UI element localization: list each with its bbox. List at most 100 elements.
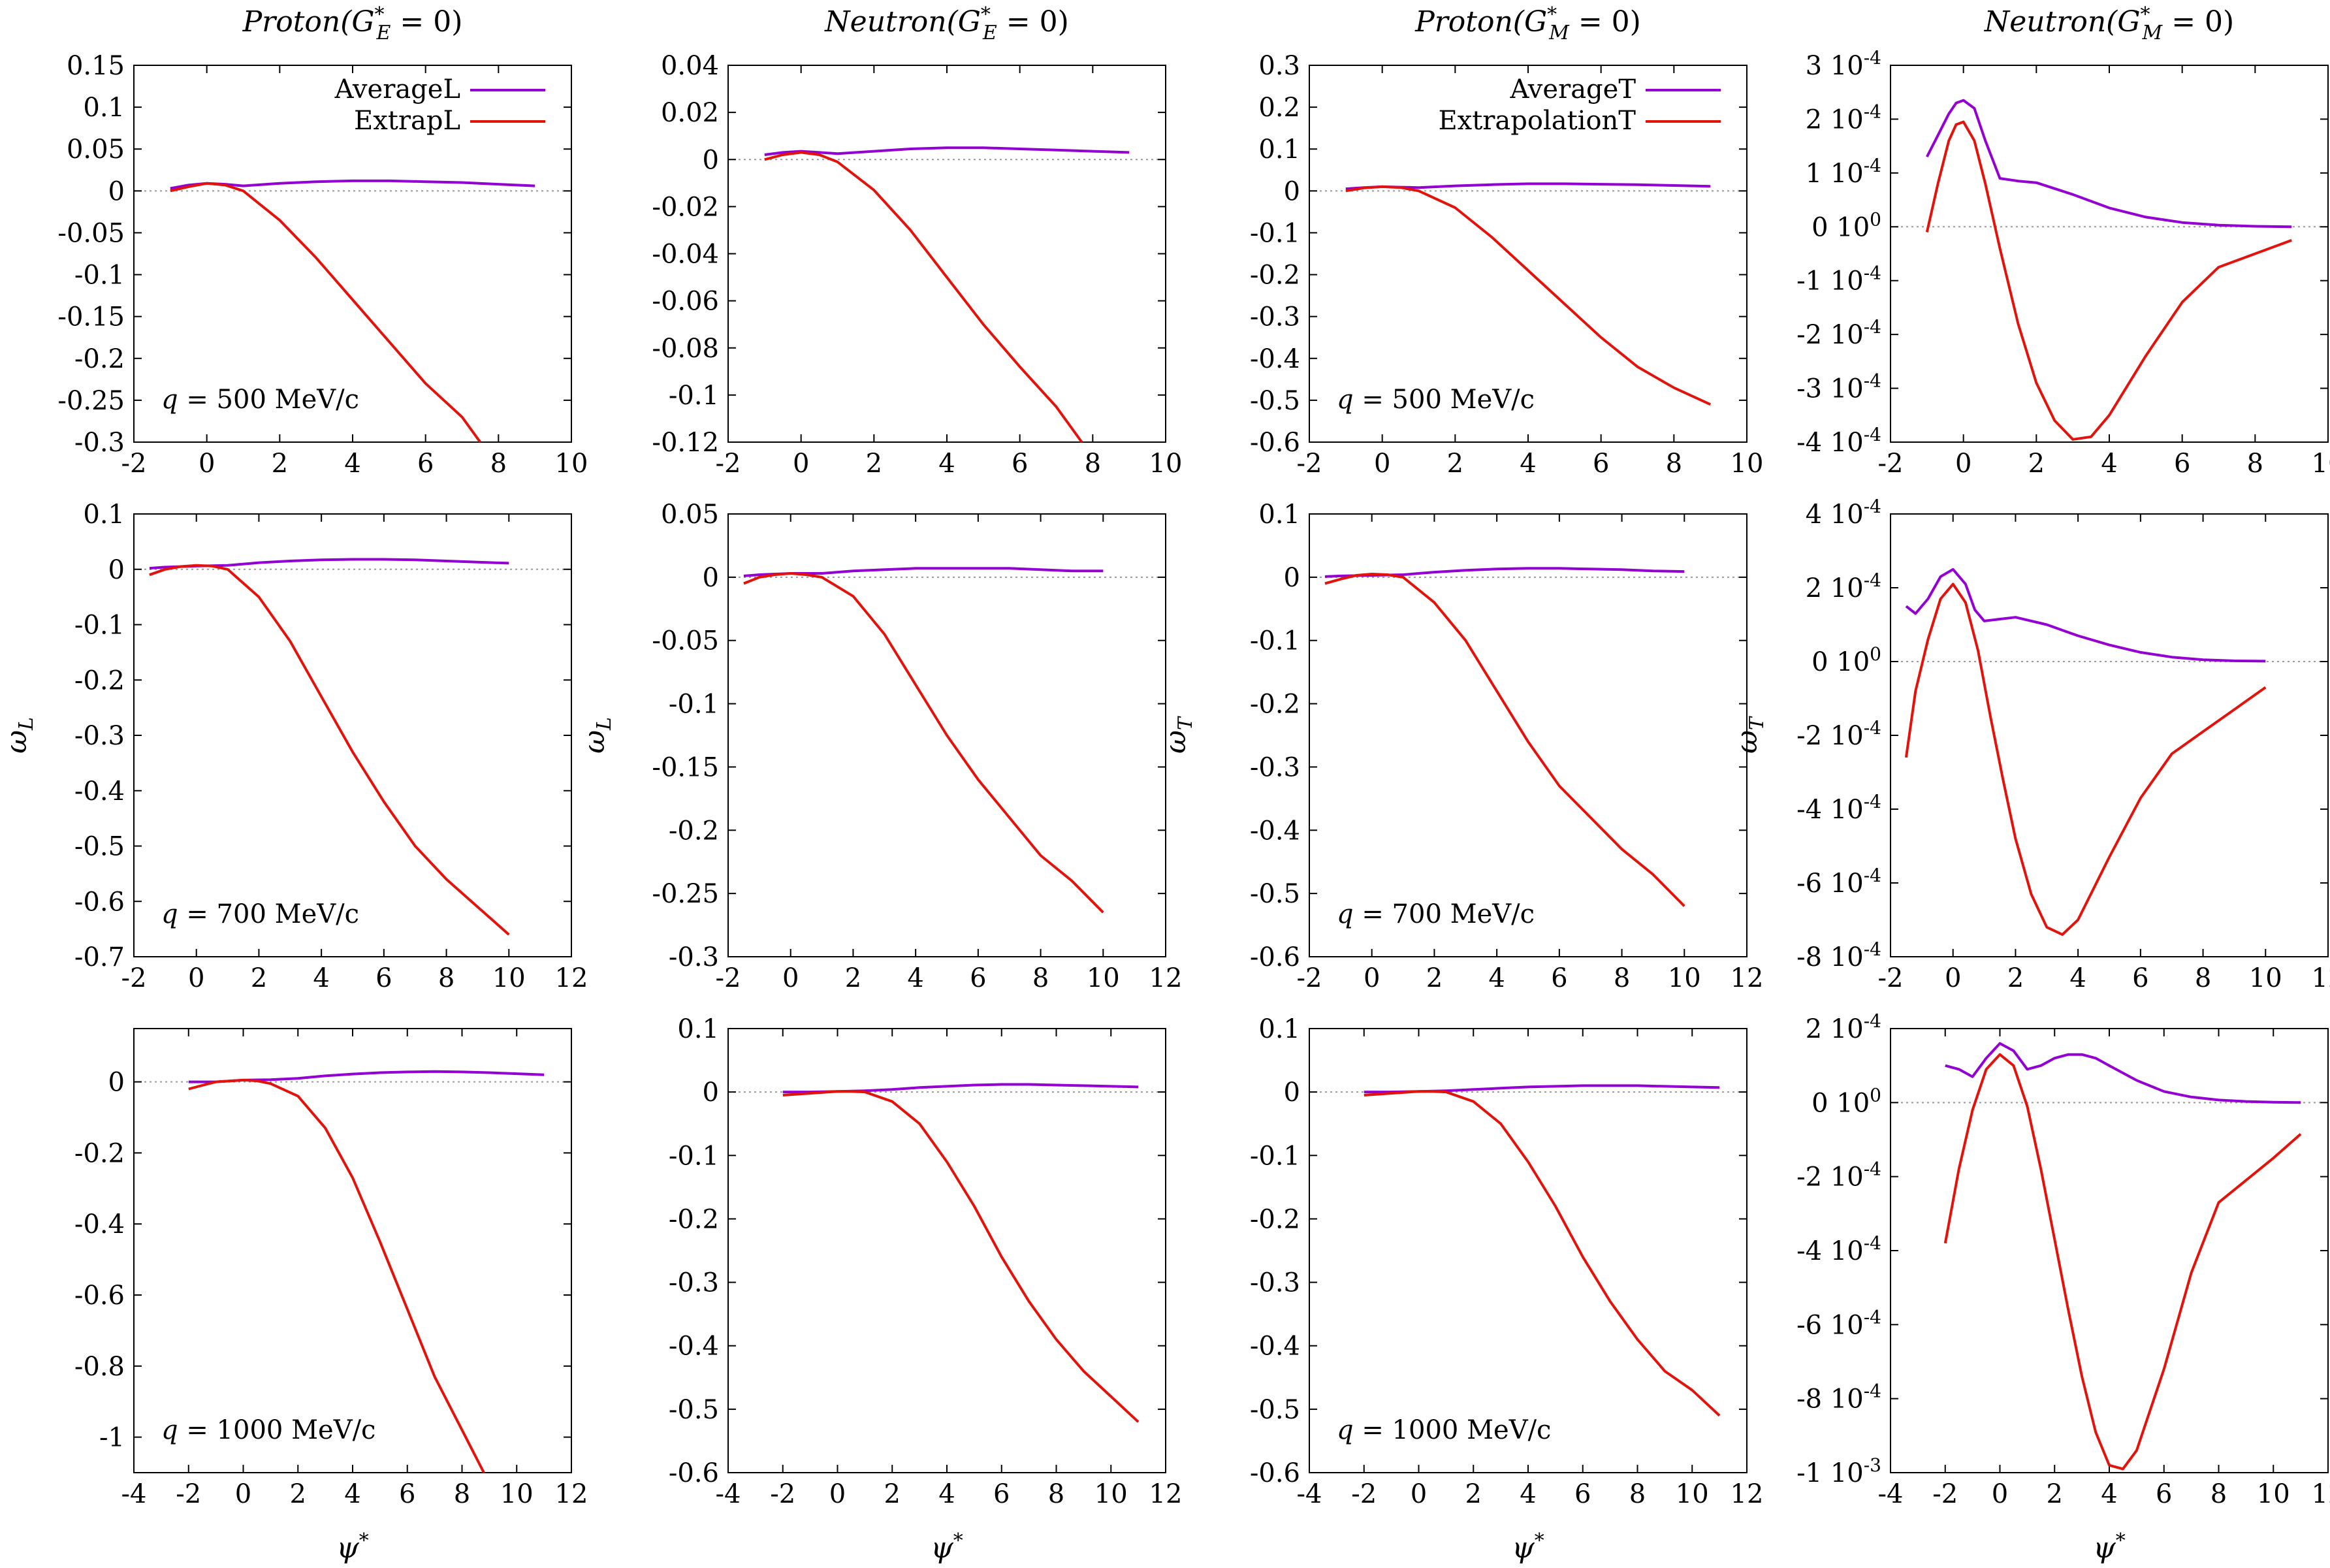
x-tick-label: 0 [1411,1479,1427,1509]
x-tick-label: 4 [313,963,329,993]
x-tick-label: 2 [866,449,882,479]
y-tick-label: -0.4 [74,1209,125,1240]
y-tick-label: -4 10-4 [1796,424,1881,458]
q-annotation: q = 1000 MeV/c [161,1415,375,1445]
x-tick-label: 4 [907,963,923,993]
column-title-1: Proton(G* E = 0) [242,3,463,44]
y-tick-label: 0.05 [661,500,719,530]
x-tick-label: 12 [2312,963,2330,993]
y-tick-label: 4 10-4 [1806,496,1881,530]
y-tick-label: 3 10-4 [1806,47,1881,81]
x-tick-label: 2 [1447,449,1463,479]
series-line-extrap [782,1090,1140,1423]
column-title-name: Proton(G [242,5,375,39]
x-tick-label: 8 [2247,449,2263,479]
column-title-star: * [981,3,991,26]
y-tick-label: -0.4 [1250,816,1300,846]
y-axis-label-1: ωL [0,717,38,754]
x-tick-label: 8 [490,449,507,479]
y-tick-label: -0.4 [1250,1332,1300,1362]
panel-r1-c2: -2 0 2 4 6 8 10 0.04 0.02 0 -0.02 -0.04 -0.06 -0.08 -0… [652,51,1182,479]
y-tick-label: 0 [108,555,125,585]
y-tick-label: -0.3 [1250,1268,1300,1298]
series-line-average [1905,568,2266,663]
series-line-extrap [188,1078,485,1473]
series-line-extrap [764,151,1083,442]
legend-label: AverageL [334,74,460,104]
panel-r2-c3: -2 0 2 4 6 8 10 12 0.1 0 -0.1 -0.2 -0.3 -0.4 -0.5 -0.6 q… [1250,500,1764,993]
panel-r3-c2: -4 -2 0 2 4 6 8 10 12 0.1 0 -0.1 -0.2 -0.3 -0.4 -0.5 -0.… [669,1014,1183,1509]
column-title-star: * [1547,3,1557,26]
column-title-sub: M [2142,22,2163,44]
x-tick-label: -2 [1351,1479,1377,1509]
y-tick-label: 2 10-4 [1806,101,1881,135]
y-tick-label: 2 10-4 [1806,569,1881,603]
y-tick-label: -0.15 [652,752,719,782]
y-tick-label: -4 10-4 [1796,1232,1881,1266]
q-annotation: q = 700 MeV/c [1337,899,1535,929]
q-annotation: q = 500 MeV/c [1337,385,1535,415]
x-tick-label: 6 [970,963,986,993]
y-tick-label: -0.6 [74,887,125,917]
x-tick-label: 10 [555,449,588,479]
y-tick-label: 0 [1284,1078,1300,1108]
y-tick-label: -0.5 [1250,386,1300,416]
x-tick-label: -2 [1878,449,1904,479]
x-tick-label: -4 [716,1479,741,1509]
x-tick-label: 0 [235,1479,251,1509]
x-tick-label: 12 [1731,1479,1764,1509]
column-title-name: Neutron(G [1984,5,2141,39]
y-tick-label: -2 10-4 [1796,1159,1881,1192]
x-tick-label: 12 [1149,963,1183,993]
x-tick-label: 6 [1551,963,1567,993]
panel-r2-c2: -2 0 2 4 6 8 10 12 0.05 0 -0.05 -0.1 -0.15 -0.2 -0.25 -… [652,500,1182,993]
y-tick-label: 0.15 [67,51,125,81]
y-tick-label: -0.3 [1250,302,1300,332]
y-tick-label: -0.5 [669,1395,719,1425]
x-tick-label: 6 [1574,1479,1591,1509]
series-line-extrap [149,564,510,936]
y-tick-label: -0.6 [1250,428,1300,458]
y-tick-label: -0.2 [669,1204,719,1234]
y-tick-label: -0.3 [669,942,719,972]
x-tick-label: 4 [2101,1479,2117,1509]
y-tick-label: -4 10-4 [1796,791,1881,825]
panel-r2-c4: -2 0 2 4 6 8 10 12 4 10-4 2 10-4 0 100 -2 10-4 -4 10… [1796,496,2330,993]
x-tick-label: 10 [1668,963,1701,993]
x-tick-label: 2 [272,449,288,479]
x-tick-label: 4 [344,1479,360,1509]
y-tick-label: 0.1 [1258,1014,1300,1044]
y-tick-label: -0.2 [1250,690,1300,720]
y-tick-label: 0.05 [67,135,125,165]
x-tick-label: 8 [438,963,455,993]
column-title-star: * [2141,3,2150,26]
y-tick-label: -0.5 [1250,1395,1300,1425]
y-tick-label: -8 10-4 [1796,938,1881,972]
y-tick-label: -0.3 [74,428,125,458]
x-tick-label: 4 [1520,449,1536,479]
x-tick-label: -4 [1878,1479,1904,1509]
x-tick-label: 2 [845,963,861,993]
x-tick-label: 6 [399,1479,415,1509]
x-tick-label: -2 [1878,963,1904,993]
y-tick-label: -0.25 [57,386,125,416]
x-tick-label: 12 [1731,963,1764,993]
series-line-extrap [1925,120,2292,441]
column-title-sub: E [982,22,997,44]
x-tick-label: 10 [1094,1479,1128,1509]
column-title-name: Proton(G [1414,5,1547,39]
panel-r1-c4: -2 0 2 4 6 8 10 3 10-4 2 10-4 1 10-4 0 100 -1 10-4 -… [1796,47,2330,479]
y-tick-label: 0 100 [1811,643,1881,677]
y-tick-label: 0 [703,563,719,593]
x-tick-label: -2 [121,449,147,479]
x-tick-label: 2 [884,1479,901,1509]
y-tick-label: 0 [108,1068,125,1098]
y-tick-label: 0.02 [661,98,719,128]
x-tick-label: 6 [2132,963,2148,993]
x-tick-label: 10 [1676,1479,1709,1509]
y-tick-label: -0.15 [57,302,125,332]
x-tick-label: 2 [251,963,267,993]
x-tick-label: 8 [1666,449,1682,479]
x-tick-label: 2 [290,1479,306,1509]
